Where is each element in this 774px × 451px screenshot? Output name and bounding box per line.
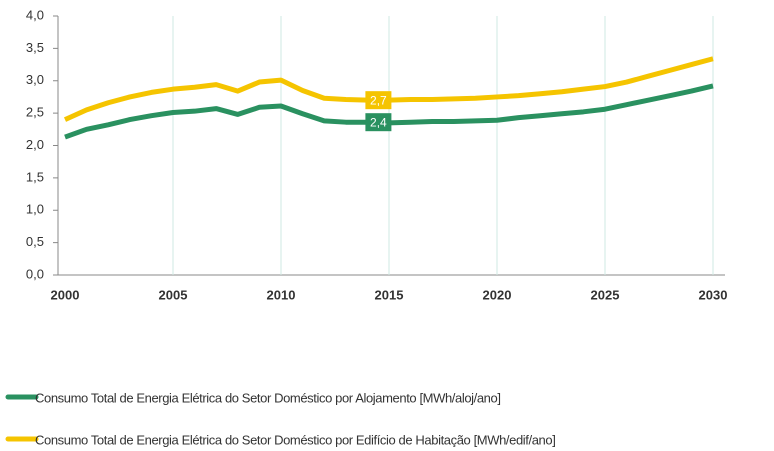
y-tick-label: 1,0 (26, 202, 44, 217)
y-tick-label: 3,0 (26, 72, 44, 87)
x-tick-label: 2000 (51, 287, 80, 302)
value-label-box (365, 113, 392, 132)
y-tick-label: 1,5 (26, 169, 44, 184)
legend-label: Consumo Total de Energia Elétrica do Set… (35, 390, 501, 405)
x-tick-label: 2005 (159, 287, 188, 302)
x-tick-label: 2025 (591, 287, 620, 302)
value-label: 2,7 (370, 93, 387, 107)
y-tick-label: 2,0 (26, 137, 44, 152)
value-label-box (365, 91, 392, 110)
y-tick-label: 3,5 (26, 40, 44, 55)
x-tick-label: 2030 (699, 287, 728, 302)
x-tick-label: 2015 (375, 287, 404, 302)
x-tick-label: 2020 (483, 287, 512, 302)
value-label: 2,4 (370, 115, 387, 129)
legend-label: Consumo Total de Energia Elétrica do Set… (35, 432, 555, 447)
y-tick-label: 2,5 (26, 105, 44, 120)
y-tick-label: 4,0 (26, 7, 44, 22)
y-tick-label: 0,5 (26, 234, 44, 249)
y-tick-label: 0,0 (26, 266, 44, 281)
x-tick-label: 2010 (267, 287, 296, 302)
